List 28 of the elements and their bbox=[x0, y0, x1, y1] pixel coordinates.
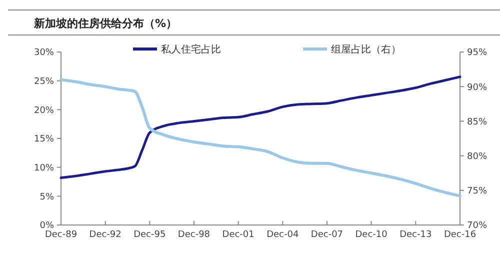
x-tick-label: Dec-07 bbox=[310, 230, 344, 240]
x-tick-label: Dec-92 bbox=[89, 230, 122, 240]
y2-tick-label: 85% bbox=[467, 117, 488, 128]
x-tick-label: Dec-16 bbox=[444, 230, 476, 240]
y-tick-label: 25% bbox=[34, 76, 54, 87]
y-tick-label: 20% bbox=[34, 106, 54, 116]
x-tick-label: Dec-01 bbox=[222, 230, 254, 240]
x-tick-label: Dec-13 bbox=[400, 230, 432, 240]
x-tick-label: Dec-89 bbox=[44, 230, 78, 240]
x-tick-label: Dec-95 bbox=[134, 230, 166, 240]
y-tick-label: 30% bbox=[34, 48, 54, 58]
chart-title: 新加坡的住房供给分布（%） bbox=[33, 17, 178, 30]
line-series bbox=[60, 78, 462, 198]
legend-label: 私人住宅占比 bbox=[161, 44, 221, 56]
y2-tick-label: 90% bbox=[467, 82, 488, 93]
y2-tick-label: 75% bbox=[467, 186, 488, 197]
y-tick-label: 10% bbox=[34, 163, 54, 174]
y-tick-label: 5% bbox=[40, 192, 54, 202]
y-tick-label: 0% bbox=[40, 221, 54, 232]
y2-tick-label: 80% bbox=[467, 152, 488, 162]
line-series bbox=[60, 76, 462, 179]
y2-tick-label: 70% bbox=[467, 221, 488, 232]
y-tick-label: 15% bbox=[34, 134, 54, 145]
x-tick-label: Dec-04 bbox=[266, 230, 299, 240]
y2-tick-label: 95% bbox=[467, 48, 488, 58]
legend-label: 组屋占比（右） bbox=[331, 44, 401, 56]
x-tick-label: Dec-10 bbox=[355, 230, 388, 240]
x-tick-label: Dec-98 bbox=[178, 230, 210, 240]
